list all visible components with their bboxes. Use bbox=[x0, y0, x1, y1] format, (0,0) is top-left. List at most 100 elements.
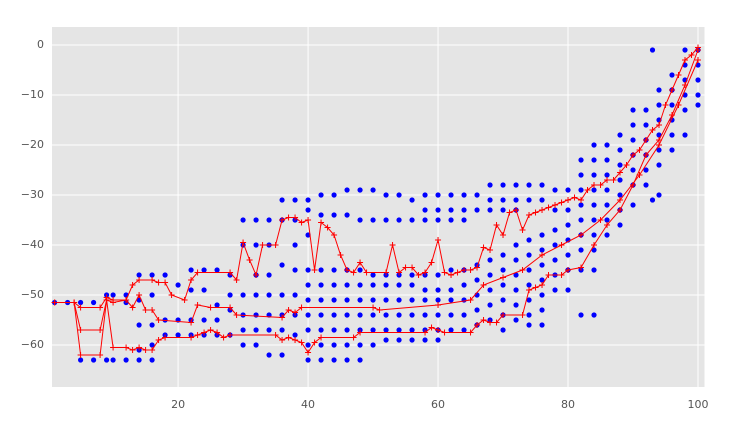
point bbox=[552, 257, 558, 263]
point bbox=[305, 327, 311, 333]
plus-marker bbox=[467, 329, 474, 336]
point bbox=[552, 242, 558, 248]
point bbox=[474, 307, 480, 313]
plus-marker bbox=[669, 112, 676, 118]
point bbox=[305, 267, 311, 273]
plus-marker bbox=[214, 329, 221, 336]
plus-marker bbox=[643, 137, 650, 143]
x-tick-label: 80 bbox=[561, 398, 575, 411]
plus-marker bbox=[318, 334, 325, 341]
point bbox=[617, 177, 623, 183]
plus-marker bbox=[519, 312, 526, 318]
plus-marker bbox=[402, 264, 409, 271]
plus-marker bbox=[344, 267, 351, 273]
plus-marker bbox=[461, 267, 468, 273]
plus-marker bbox=[220, 334, 227, 341]
plus-marker bbox=[272, 242, 279, 248]
plus-marker bbox=[656, 122, 663, 128]
plus-marker bbox=[480, 317, 487, 323]
plus-marker bbox=[77, 352, 84, 358]
plus-marker bbox=[136, 292, 143, 298]
point bbox=[630, 137, 636, 143]
point bbox=[591, 172, 597, 178]
plus-marker bbox=[506, 209, 513, 216]
point bbox=[474, 207, 480, 213]
point bbox=[422, 287, 428, 293]
plus-marker bbox=[617, 169, 624, 176]
point bbox=[565, 207, 571, 213]
point bbox=[253, 242, 259, 248]
point bbox=[175, 332, 181, 338]
point bbox=[513, 287, 519, 293]
plus-marker bbox=[578, 264, 585, 271]
plus-marker bbox=[298, 339, 305, 346]
plus-marker bbox=[149, 277, 156, 283]
plus-marker bbox=[331, 232, 338, 238]
point bbox=[578, 247, 584, 253]
plus-marker bbox=[610, 177, 617, 183]
point bbox=[539, 197, 545, 203]
point bbox=[448, 327, 454, 333]
point bbox=[500, 297, 506, 303]
plus-marker bbox=[480, 282, 487, 288]
point bbox=[649, 197, 656, 203]
line bbox=[54, 47, 699, 308]
point bbox=[318, 297, 324, 303]
plus-marker bbox=[571, 194, 578, 201]
plus-marker bbox=[597, 182, 604, 188]
point bbox=[149, 322, 155, 328]
point bbox=[240, 327, 246, 333]
point bbox=[201, 317, 207, 323]
point bbox=[565, 187, 571, 193]
plus-marker bbox=[441, 329, 448, 336]
point bbox=[370, 312, 376, 318]
point bbox=[526, 312, 532, 318]
plus-marker bbox=[376, 307, 383, 313]
plus-marker bbox=[129, 282, 136, 288]
plus-marker bbox=[422, 329, 429, 336]
plus-marker bbox=[142, 347, 149, 353]
plus-marker bbox=[337, 252, 344, 258]
point bbox=[526, 197, 532, 203]
plus-marker bbox=[545, 204, 552, 211]
point bbox=[344, 282, 350, 288]
plus-marker bbox=[487, 319, 494, 326]
plus-marker bbox=[578, 232, 585, 238]
point bbox=[318, 342, 324, 348]
plus-marker bbox=[129, 304, 136, 311]
point bbox=[448, 312, 454, 318]
plus-marker bbox=[97, 327, 104, 333]
point bbox=[526, 297, 532, 303]
point bbox=[617, 192, 623, 198]
plus-marker bbox=[500, 232, 507, 238]
point bbox=[500, 267, 506, 273]
plus-marker bbox=[357, 329, 364, 336]
point bbox=[266, 217, 272, 223]
plus-marker bbox=[162, 279, 169, 286]
plus-marker bbox=[305, 217, 312, 223]
point bbox=[526, 252, 532, 258]
point bbox=[461, 192, 467, 198]
plus-marker bbox=[526, 212, 533, 218]
plus-marker bbox=[480, 244, 487, 251]
point bbox=[656, 192, 662, 198]
point bbox=[110, 357, 116, 363]
point bbox=[578, 217, 584, 223]
plus-marker bbox=[311, 267, 318, 273]
point bbox=[578, 172, 584, 178]
point bbox=[552, 207, 558, 213]
point bbox=[656, 147, 662, 153]
point bbox=[461, 327, 467, 333]
plus-marker bbox=[149, 307, 156, 313]
plus-marker bbox=[129, 347, 136, 353]
point bbox=[604, 202, 610, 208]
point bbox=[383, 217, 389, 223]
point bbox=[435, 207, 441, 213]
point bbox=[253, 217, 259, 223]
point bbox=[305, 197, 311, 203]
plus-marker bbox=[682, 57, 689, 63]
point bbox=[630, 167, 636, 173]
point bbox=[331, 282, 337, 288]
point bbox=[409, 282, 415, 288]
point bbox=[682, 107, 688, 113]
